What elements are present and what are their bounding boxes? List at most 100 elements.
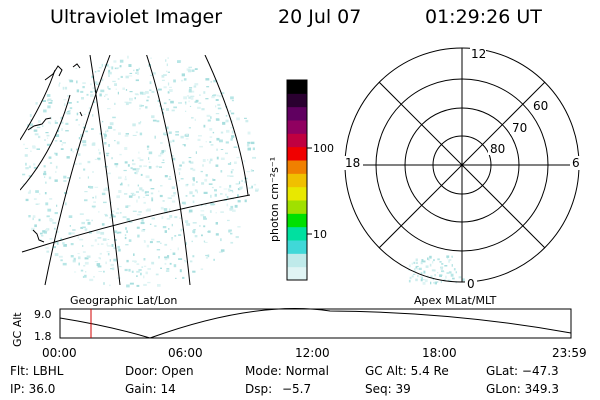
emission-speck <box>103 136 107 139</box>
emission-speck <box>160 185 163 187</box>
emission-speck <box>143 265 147 267</box>
emission-speck <box>179 269 182 273</box>
emission-speck <box>183 96 187 100</box>
emission-speck <box>91 205 96 208</box>
emission-speck <box>63 180 67 182</box>
emission-speck <box>149 89 152 91</box>
emission-speck <box>114 230 118 233</box>
emission-speck <box>32 217 34 221</box>
emission-speck <box>85 130 88 133</box>
altitude-timeline: GC Alt 9.0 1.8 00:00 06:00 12:00 18:00 2… <box>11 308 587 360</box>
emission-speck <box>158 256 160 259</box>
emission-speck <box>417 275 419 278</box>
emission-speck <box>422 282 426 285</box>
emission-speck <box>119 266 122 268</box>
emission-speck <box>139 165 142 168</box>
observation-time: 01:29:26 UT <box>425 6 542 28</box>
emission-speck <box>189 105 192 107</box>
emission-speck <box>230 205 234 209</box>
emission-speck <box>98 257 100 259</box>
emission-speck <box>104 134 107 137</box>
emission-speck <box>145 106 148 109</box>
emission-speck <box>452 277 455 280</box>
emission-speck <box>143 283 147 286</box>
gc-altitude-info: GC Alt: 5.4 Re <box>365 364 449 378</box>
emission-speck <box>160 206 164 210</box>
emission-speck <box>246 171 251 173</box>
emission-speck <box>116 207 120 210</box>
emission-speck <box>103 282 105 285</box>
colorbar-segment <box>287 200 307 214</box>
emission-speck <box>194 101 198 103</box>
emission-speck <box>138 211 142 213</box>
emission-speck <box>205 256 208 259</box>
emission-speck <box>179 217 182 219</box>
latitude-line <box>20 69 56 141</box>
emission-speck <box>68 102 72 104</box>
emission-speck <box>54 253 59 257</box>
emission-speck <box>233 146 238 148</box>
emission-speck <box>80 90 84 93</box>
emission-speck <box>188 127 191 129</box>
emission-speck <box>108 74 110 77</box>
emission-speck <box>82 226 86 228</box>
emission-speck <box>144 191 147 194</box>
emission-speck <box>109 217 111 219</box>
emission-speck <box>190 167 194 170</box>
emission-speck <box>436 281 439 283</box>
emission-speck <box>131 270 134 273</box>
emission-speck <box>232 209 236 212</box>
emission-speck <box>125 227 127 230</box>
emission-speck <box>128 268 131 272</box>
emission-speck <box>185 103 187 105</box>
emission-speck <box>178 172 181 175</box>
emission-speck <box>118 176 122 179</box>
emission-speck <box>145 194 149 196</box>
emission-speck <box>212 94 216 97</box>
emission-speck <box>225 120 227 122</box>
emission-speck <box>141 105 144 107</box>
emission-speck <box>198 135 202 137</box>
emission-speck <box>166 108 169 111</box>
emission-speck <box>102 120 104 123</box>
emission-speck <box>188 90 192 93</box>
emission-speck <box>33 198 37 200</box>
emission-speck <box>164 243 168 246</box>
emission-speck <box>121 182 123 184</box>
emission-speck <box>124 161 128 164</box>
emission-speck <box>205 254 209 257</box>
emission-speck <box>38 135 41 139</box>
emission-speck <box>128 101 132 104</box>
emission-speck <box>210 194 212 198</box>
emission-speck <box>85 219 90 221</box>
emission-speck <box>68 215 73 218</box>
emission-speck <box>100 231 105 235</box>
emission-speck <box>122 216 127 219</box>
glat-value: −47.3 <box>521 364 559 378</box>
emission-speck <box>188 89 192 91</box>
emission-speck <box>143 240 146 241</box>
emission-speck <box>149 223 152 225</box>
emission-speck <box>46 250 50 253</box>
emission-speck <box>437 272 439 274</box>
emission-speck <box>107 85 109 89</box>
emission-speck <box>84 257 89 260</box>
timeline-xtick: 06:00 <box>168 346 203 360</box>
emission-speck <box>229 229 232 232</box>
emission-speck <box>67 177 71 179</box>
emission-speck <box>109 127 113 129</box>
emission-speck <box>235 236 239 239</box>
emission-speck <box>444 265 448 267</box>
emission-speck <box>117 231 122 234</box>
emission-speck <box>414 268 416 271</box>
emission-speck <box>207 254 210 258</box>
emission-speck <box>227 163 231 165</box>
emission-speck <box>78 262 80 266</box>
emission-speck <box>255 190 259 192</box>
emission-speck <box>215 113 220 115</box>
emission-speck <box>177 247 179 251</box>
emission-speck <box>204 204 207 206</box>
emission-speck <box>200 268 204 270</box>
timeline-xtick: 12:00 <box>295 346 330 360</box>
emission-speck <box>139 159 144 162</box>
